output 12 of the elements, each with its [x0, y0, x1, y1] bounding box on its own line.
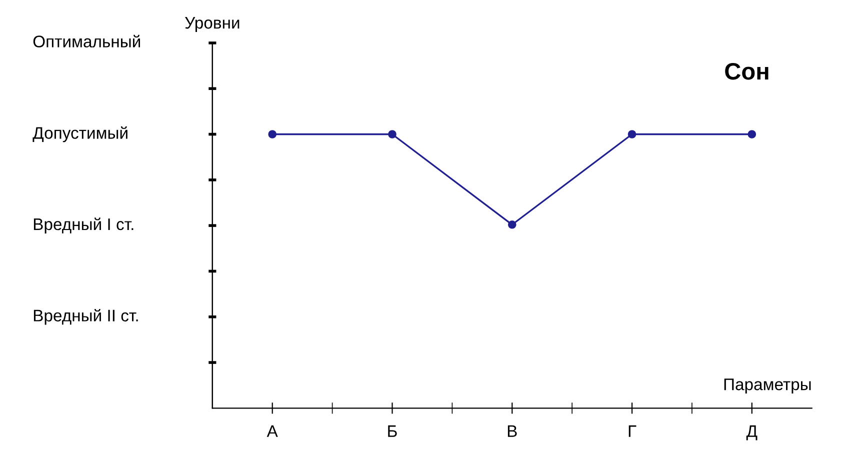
text: Допустимый	[32, 126, 128, 142]
x-tick-label: Д	[746, 425, 758, 440]
text: Оптимальный	[33, 34, 140, 48]
text: Вредный II ст.	[34, 308, 138, 325]
text: Вредный I ст.	[34, 218, 134, 234]
x-tick-label: В	[508, 425, 517, 437]
x-tick-label: Б	[388, 425, 397, 437]
x-tick-label: Г	[628, 425, 636, 437]
x-axis-title: Параметры	[724, 378, 811, 394]
chart-title: Сон	[725, 62, 768, 80]
text: Уровни	[184, 17, 240, 32]
x-tick-label: А	[266, 425, 278, 437]
